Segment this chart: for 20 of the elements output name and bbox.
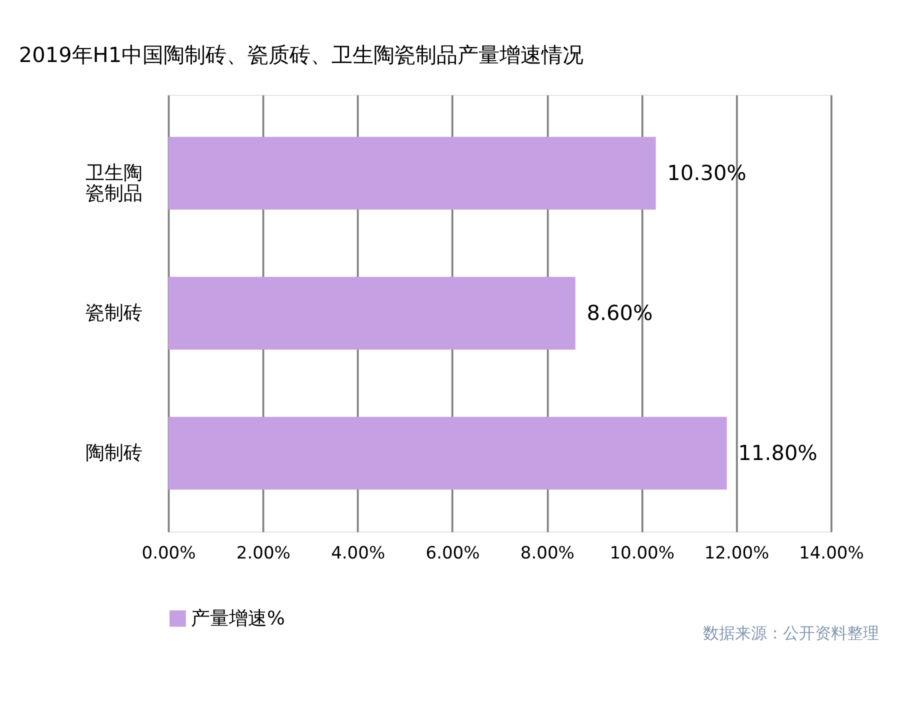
bar: [168, 276, 576, 350]
x-tick-label: 12.00%: [704, 544, 770, 564]
x-tick-label: 8.00%: [520, 544, 574, 564]
x-tick-label: 10.00%: [610, 544, 675, 564]
x-tick-label: 6.00%: [426, 544, 480, 564]
source-note: 数据来源：公开资料整理: [703, 623, 880, 642]
chart-title: 2019年H1中国陶制砖、瓷质砖、卫生陶瓷制品产量增速情况: [18, 42, 584, 67]
y-tick-label: 瓷制砖: [85, 302, 142, 324]
bar: [168, 136, 656, 210]
data-label: 8.60%: [586, 300, 653, 325]
legend-label: 产量增速%: [190, 607, 285, 630]
x-tick-label: 4.00%: [331, 544, 386, 564]
bar: [168, 416, 727, 490]
x-tick-label: 14.00%: [799, 544, 864, 564]
data-label: 11.80%: [738, 440, 818, 465]
y-tick-label: 陶制砖: [85, 442, 142, 464]
y-tick-label: 卫生陶瓷制品: [85, 162, 142, 205]
x-tick-label: 2.00%: [236, 544, 290, 564]
x-tick-label: 0.00%: [142, 544, 196, 564]
data-label: 10.30%: [667, 160, 746, 185]
